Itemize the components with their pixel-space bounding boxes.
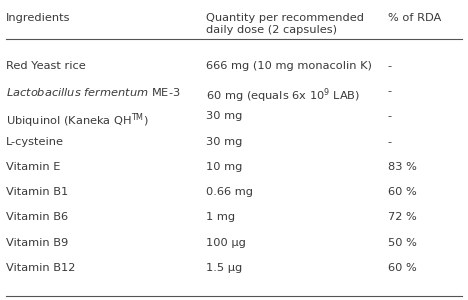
Text: 1.5 μg: 1.5 μg bbox=[206, 263, 242, 273]
Text: 0.66 mg: 0.66 mg bbox=[206, 187, 253, 197]
Text: Vitamin E: Vitamin E bbox=[6, 162, 60, 172]
Text: Vitamin B12: Vitamin B12 bbox=[6, 263, 75, 273]
Text: 10 mg: 10 mg bbox=[206, 162, 242, 172]
Text: 50 %: 50 % bbox=[388, 238, 417, 248]
Text: 30 mg: 30 mg bbox=[206, 111, 242, 122]
Text: 83 %: 83 % bbox=[388, 162, 417, 172]
Text: -: - bbox=[388, 136, 392, 147]
Text: Quantity per recommended
daily dose (2 capsules): Quantity per recommended daily dose (2 c… bbox=[206, 13, 364, 35]
Text: $\it{Lactobacillus\ fermentum}$ ME-3: $\it{Lactobacillus\ fermentum}$ ME-3 bbox=[6, 86, 181, 98]
Text: 60 mg (equals 6x 10$^{9}$ LAB): 60 mg (equals 6x 10$^{9}$ LAB) bbox=[206, 86, 360, 105]
Text: 60 %: 60 % bbox=[388, 187, 416, 197]
Text: Vitamin B1: Vitamin B1 bbox=[6, 187, 68, 197]
Text: -: - bbox=[388, 61, 392, 71]
Text: Ubiquinol (Kaneka QH$^{\rm{TM}}$): Ubiquinol (Kaneka QH$^{\rm{TM}}$) bbox=[6, 111, 149, 130]
Text: 666 mg (10 mg monacolin K): 666 mg (10 mg monacolin K) bbox=[206, 61, 372, 71]
Text: Vitamin B9: Vitamin B9 bbox=[6, 238, 68, 248]
Text: -: - bbox=[388, 111, 392, 122]
Text: 60 %: 60 % bbox=[388, 263, 416, 273]
Text: Red Yeast rice: Red Yeast rice bbox=[6, 61, 86, 71]
Text: -: - bbox=[388, 86, 392, 96]
Text: 72 %: 72 % bbox=[388, 212, 416, 222]
Text: Vitamin B6: Vitamin B6 bbox=[6, 212, 68, 222]
Text: L-cysteine: L-cysteine bbox=[6, 136, 64, 147]
Text: 30 mg: 30 mg bbox=[206, 136, 242, 147]
Text: 100 μg: 100 μg bbox=[206, 238, 246, 248]
Text: 1 mg: 1 mg bbox=[206, 212, 235, 222]
Text: Ingredients: Ingredients bbox=[6, 13, 71, 23]
Text: % of RDA: % of RDA bbox=[388, 13, 441, 23]
